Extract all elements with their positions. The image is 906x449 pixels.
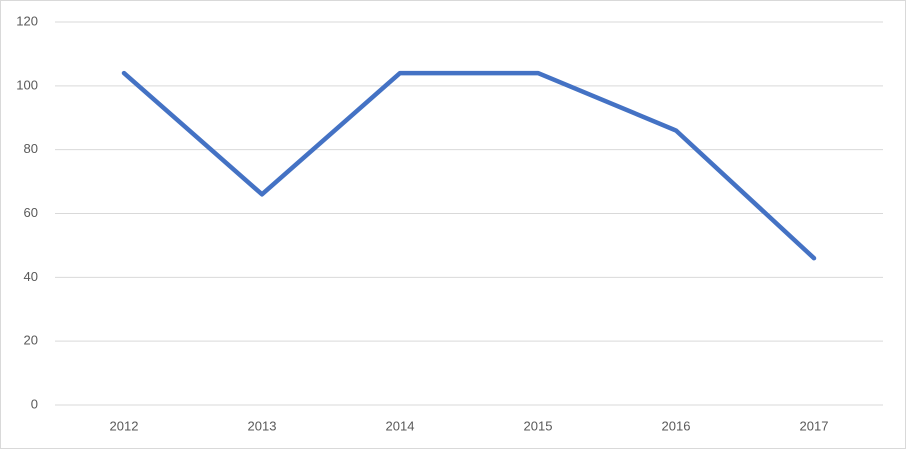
x-tick-label: 2012 bbox=[110, 418, 139, 433]
y-tick-label: 40 bbox=[24, 269, 38, 284]
x-tick-label: 2017 bbox=[800, 418, 829, 433]
x-tick-label: 2013 bbox=[248, 418, 277, 433]
x-tick-label: 2015 bbox=[524, 418, 553, 433]
y-tick-label: 80 bbox=[24, 141, 38, 156]
x-tick-label: 2016 bbox=[662, 418, 691, 433]
x-tick-label: 2014 bbox=[386, 418, 415, 433]
y-tick-label: 60 bbox=[24, 205, 38, 220]
y-tick-label: 120 bbox=[16, 13, 38, 28]
y-tick-label: 0 bbox=[31, 396, 38, 411]
y-tick-label: 20 bbox=[24, 333, 38, 348]
y-tick-label: 100 bbox=[16, 77, 38, 92]
data-line bbox=[121, 70, 817, 261]
